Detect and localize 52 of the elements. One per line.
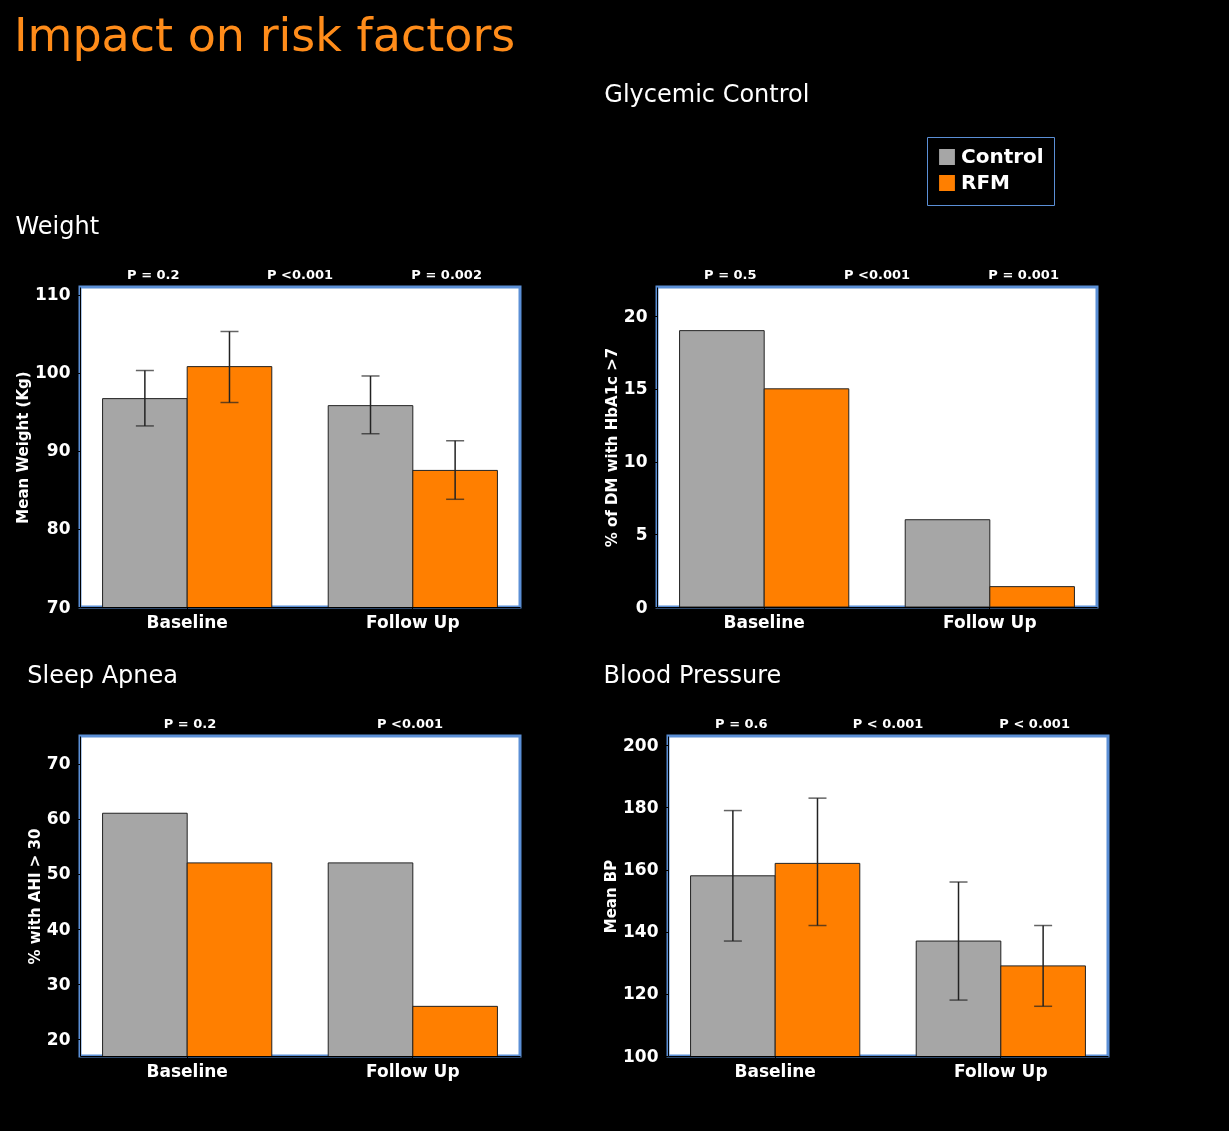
text: P = 0.6 <box>715 716 768 731</box>
y-tick-label: 180 <box>623 796 659 817</box>
chart-title: Sleep Apnea <box>27 661 178 689</box>
text: P <0.001 <box>843 267 911 282</box>
chart-title: Glycemic Control <box>604 79 810 108</box>
x-tick-label: Follow Up <box>954 1060 1048 1081</box>
text: P < 0.001 <box>852 716 924 731</box>
legend-label: RFM <box>961 170 1010 194</box>
y-tick-label: 30 <box>46 973 71 994</box>
y-tick-label: 20 <box>623 305 648 326</box>
text: P = 0.001 <box>988 267 1059 282</box>
y-tick-label: 10 <box>623 451 648 472</box>
chart-title: Blood Pressure <box>603 661 782 689</box>
y-tick-label: 70 <box>46 596 71 617</box>
y-tick-label: 0 <box>635 596 648 617</box>
x-tick-label: Baseline <box>146 1060 228 1081</box>
chart-subtitle: Weight <box>15 212 100 240</box>
text: P = 0.002 <box>411 267 482 282</box>
y-tick-label: 160 <box>623 859 659 880</box>
text: P <0.001 <box>376 716 444 731</box>
legend-label: Control <box>961 144 1044 168</box>
y-tick-label: 20 <box>46 1028 71 1049</box>
y-tick-label: 110 <box>35 284 71 305</box>
text: P = 0.2 <box>163 716 217 731</box>
y-axis-title: % of DM with HbA1c >7 <box>602 347 621 548</box>
y-tick-label: 50 <box>46 863 71 884</box>
x-tick-label: Follow Up <box>366 1060 460 1081</box>
text: P <0.001 <box>266 267 334 282</box>
y-tick-label: 90 <box>46 440 71 461</box>
y-axis-title: Mean BP <box>602 859 621 934</box>
y-tick-label: 120 <box>623 983 659 1004</box>
y-tick-label: 60 <box>46 808 71 829</box>
y-tick-label: 100 <box>35 362 71 383</box>
y-tick-label: 70 <box>46 753 71 774</box>
chart-title: Impact on risk factors <box>14 8 516 62</box>
text: P = 0.2 <box>127 267 180 282</box>
y-tick-label: 40 <box>46 918 71 939</box>
y-tick-label: 100 <box>623 1045 659 1066</box>
text: P < 0.001 <box>999 716 1070 731</box>
x-tick-label: Baseline <box>734 1060 816 1081</box>
y-tick-label: 200 <box>623 734 659 755</box>
y-tick-label: 15 <box>623 378 648 399</box>
y-tick-label: 80 <box>46 518 71 539</box>
x-tick-label: Baseline <box>723 611 805 632</box>
y-axis-title: % with AHI > 30 <box>25 828 44 965</box>
y-tick-label: 5 <box>635 523 648 544</box>
x-tick-label: Follow Up <box>943 611 1037 632</box>
y-axis-title: Mean Weight (Kg) <box>14 371 33 524</box>
y-tick-label: 140 <box>623 921 659 942</box>
x-tick-label: Baseline <box>146 611 228 632</box>
text: P = 0.5 <box>704 267 757 282</box>
x-tick-label: Follow Up <box>366 611 460 632</box>
